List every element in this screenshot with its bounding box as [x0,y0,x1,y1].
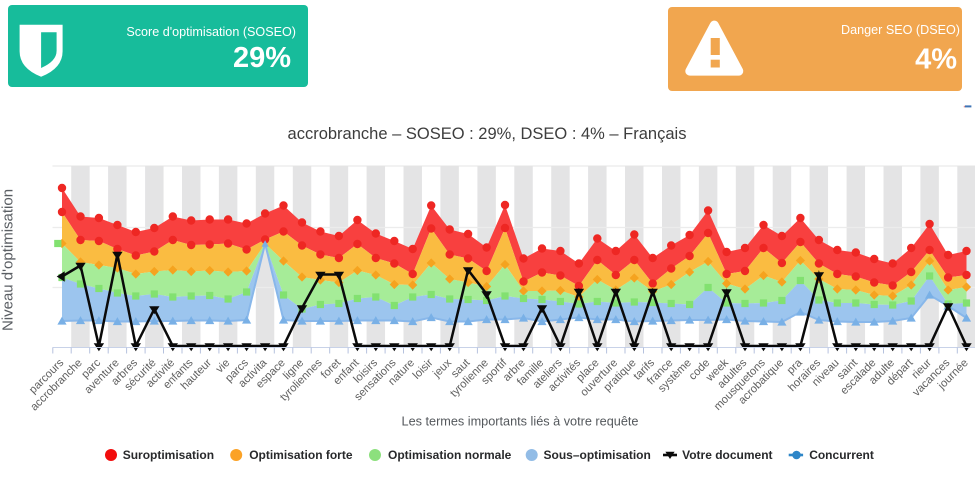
svg-text:Score d'optimisation (SOSEO): Score d'optimisation (SOSEO) [126,25,296,39]
svg-text:Danger SEO (DSEO): Danger SEO (DSEO) [841,23,960,37]
svg-text:Concurrent: Concurrent [809,448,874,462]
svg-text:Suroptimisation: Suroptimisation [123,448,214,462]
svg-text:4%: 4% [915,44,957,76]
svg-text:29%: 29% [233,42,291,74]
svg-text:Sous–optimisation: Sous–optimisation [544,448,651,462]
svg-text:Niveau d'optimisation: Niveau d'optimisation [0,189,17,331]
svg-text:Votre document: Votre document [682,448,772,462]
svg-text:accrobranche – SOSEO : 29%, DS: accrobranche – SOSEO : 29%, DSEO : 4% – … [288,125,687,143]
svg-text:Optimisation forte: Optimisation forte [249,448,353,462]
svg-text:Optimisation normale: Optimisation normale [388,448,512,462]
svg-text:Les termes importants liés à v: Les termes importants liés à votre requê… [402,415,639,429]
